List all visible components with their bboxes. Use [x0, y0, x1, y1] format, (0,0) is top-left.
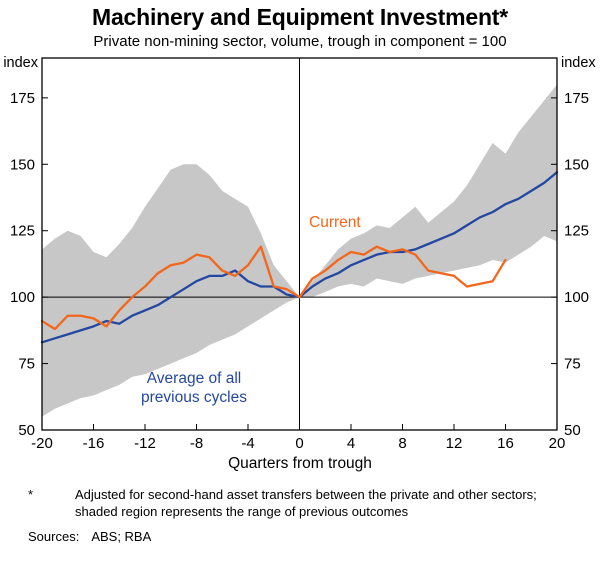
svg-text:8: 8 [398, 435, 406, 452]
svg-text:150: 150 [10, 156, 35, 173]
footnote-marker: * [28, 487, 34, 502]
svg-text:150: 150 [564, 156, 589, 173]
svg-text:0: 0 [295, 435, 303, 452]
sources-line: Sources: ABS; RBA [0, 529, 600, 544]
y-axis-unit-right: index [561, 55, 596, 71]
svg-text:20: 20 [549, 435, 566, 452]
svg-text:125: 125 [10, 223, 35, 240]
svg-text:125: 125 [564, 223, 589, 240]
chart-title: Machinery and Equipment Investment* [91, 4, 509, 30]
footnote-text: Adjusted for second-hand asset transfers… [75, 487, 537, 519]
chart-area: 50 50 75 75 100 100 125 125 150 150 175 175 -20 -16 -1… [0, 52, 600, 477]
svg-text:50: 50 [564, 422, 581, 439]
chart-plot: 50 50 75 75 100 100 125 125 150 150 175 175 -20 -16 -1… [10, 57, 589, 452]
footnote: * Adjusted for second-hand asset transfe… [0, 486, 600, 520]
svg-text:100: 100 [10, 289, 35, 306]
svg-text:75: 75 [564, 356, 581, 373]
svg-text:4: 4 [347, 435, 355, 452]
chart-subtitle: Private non-mining sector, volume, troug… [93, 33, 507, 50]
y-axis-unit-left: index [3, 55, 38, 71]
series-label-average: Average of all previous cycles [141, 370, 247, 406]
svg-text:50: 50 [18, 422, 35, 439]
series-label-current: Current [309, 214, 361, 231]
svg-text:-8: -8 [190, 435, 203, 452]
svg-text:75: 75 [18, 356, 35, 373]
svg-text:100: 100 [564, 289, 589, 306]
svg-text:-4: -4 [241, 435, 254, 452]
svg-text:-20: -20 [31, 435, 53, 452]
svg-text:175: 175 [564, 90, 589, 107]
svg-text:-16: -16 [83, 435, 105, 452]
svg-text:-12: -12 [134, 435, 156, 452]
svg-text:175: 175 [10, 90, 35, 107]
x-axis-title: Quarters from trough [228, 455, 372, 472]
sources-label: Sources: [28, 529, 80, 544]
svg-text:12: 12 [446, 435, 463, 452]
svg-text:16: 16 [497, 435, 514, 452]
sources-text: ABS; RBA [91, 529, 152, 544]
